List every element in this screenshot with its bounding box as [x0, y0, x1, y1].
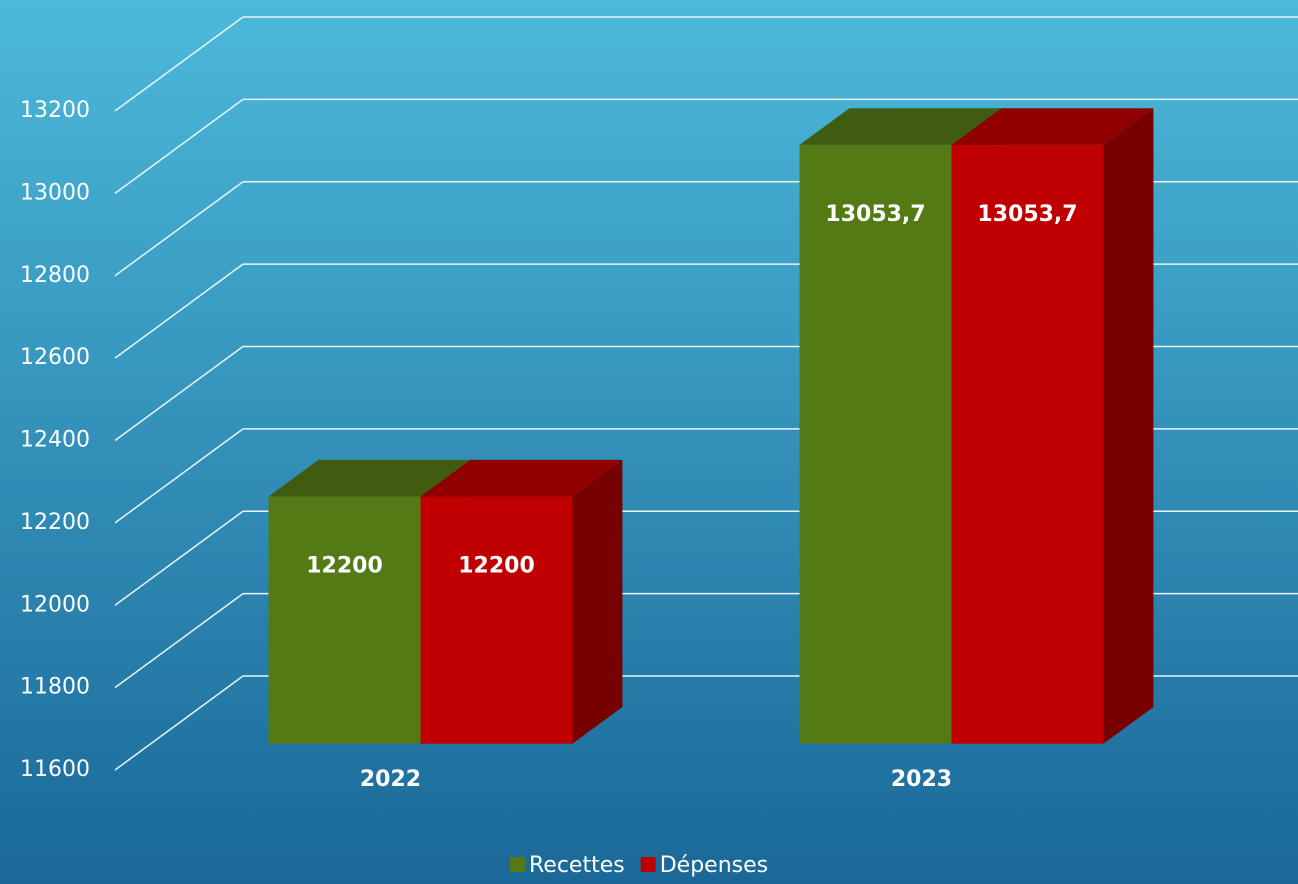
- data-label: 12200: [306, 554, 383, 579]
- grid-line: [114, 181, 244, 277]
- grid-line: [114, 345, 244, 442]
- grid-line: [114, 428, 244, 524]
- grid-line: [114, 98, 244, 194]
- bar: [420, 496, 573, 744]
- grid-line: [114, 16, 244, 112]
- bar-side: [572, 459, 623, 744]
- y-tick-label: 12800: [20, 263, 90, 288]
- grid-line: [114, 675, 244, 771]
- y-tick-label: 12400: [20, 428, 90, 453]
- legend-swatch: [510, 857, 525, 872]
- y-tick-label: 11600: [20, 757, 90, 782]
- grid-line: [114, 263, 244, 359]
- y-tick-label: 12000: [20, 592, 90, 617]
- y-tick-label: 11800: [20, 675, 90, 700]
- y-tick-label: 12600: [20, 345, 90, 370]
- grid-line: [114, 593, 244, 689]
- data-label: 13053,7: [825, 202, 925, 227]
- bar: [268, 496, 421, 744]
- bar: [799, 144, 952, 744]
- data-label: 12200: [458, 554, 535, 579]
- bar-side: [1103, 108, 1154, 744]
- bar-top: [420, 459, 623, 497]
- bar-top: [799, 108, 1002, 145]
- legend-swatch: [640, 857, 656, 872]
- bar-top: [268, 459, 471, 497]
- legend-label: Dépenses: [660, 853, 768, 878]
- legend-label: Recettes: [529, 853, 625, 878]
- grid-line: [114, 510, 244, 606]
- y-tick-label: 13200: [20, 98, 90, 123]
- bar-top: [951, 108, 1154, 145]
- data-label: 13053,7: [977, 202, 1077, 227]
- x-tick-label: 2023: [891, 767, 952, 792]
- y-tick-label: 12200: [20, 510, 90, 535]
- bar: [951, 144, 1104, 744]
- y-tick-label: 13000: [20, 180, 90, 205]
- x-tick-label: 2022: [360, 767, 421, 792]
